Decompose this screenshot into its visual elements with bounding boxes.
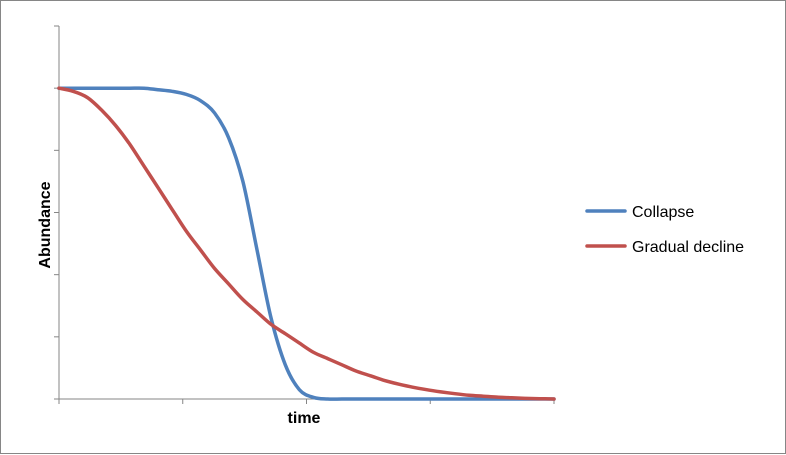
y-axis-title: Abundance <box>37 181 54 268</box>
series-line-gradual-decline <box>57 86 556 401</box>
legend-label-gradual-decline: Gradual decline <box>632 239 744 256</box>
x-axis-title: time <box>288 410 321 427</box>
legend-label-collapse: Collapse <box>632 204 694 221</box>
legend: Collapse Gradual decline <box>585 204 744 256</box>
series-line-collapse <box>57 86 556 401</box>
series-layer <box>57 86 556 401</box>
